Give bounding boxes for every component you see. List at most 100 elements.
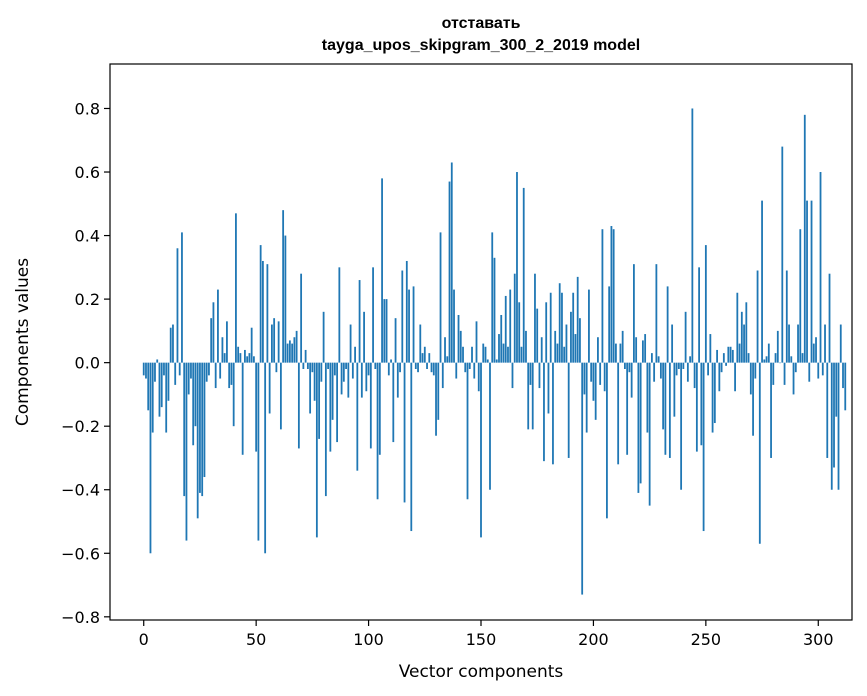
bar [401,270,404,363]
bar [666,286,669,363]
bar [801,353,804,363]
bar [277,321,280,363]
bar [457,314,460,363]
bar [235,213,237,363]
bar-series [142,108,847,595]
bar [421,353,424,363]
bar [673,362,676,417]
bar [158,362,161,417]
bar [522,187,525,363]
bar [295,330,298,363]
bar [646,362,649,433]
bar [606,362,608,519]
bar [367,362,370,376]
bar [331,362,334,420]
bar [612,229,615,363]
bar [644,334,647,363]
bar [356,362,359,471]
bar [360,362,363,398]
bar [266,264,269,363]
bar [633,264,635,363]
bar [340,362,343,395]
bar [599,362,602,385]
bar [790,356,793,363]
bar [691,108,694,363]
bar [419,324,422,363]
bar [408,289,410,363]
bar [300,273,303,363]
bar [255,362,258,452]
bar [363,311,365,363]
bar [264,362,267,554]
bar [754,362,757,379]
bar [718,362,721,392]
bar [842,362,844,389]
bar [702,362,705,532]
bar [376,362,379,500]
bar [817,362,820,379]
bar [268,362,271,414]
bar [752,362,754,436]
bar [219,362,222,379]
bar [617,362,620,465]
bar [610,226,613,363]
bar [403,362,406,503]
bar [410,362,413,532]
bar [716,349,718,363]
x-tick-label: 50 [246,630,266,649]
bar [740,311,743,363]
bar [178,362,181,376]
bar [212,302,215,363]
x-tick-label: 250 [691,630,722,649]
bar [828,273,831,363]
bar [626,362,629,455]
x-tick-label: 0 [139,630,149,649]
bar [468,362,471,369]
bar [338,267,341,363]
bar [396,362,399,398]
bar [684,311,687,363]
bar [194,362,197,427]
bar [657,356,660,363]
bar [351,362,354,379]
bar [435,362,437,436]
bar [284,235,287,363]
bar [819,172,822,363]
bar [812,343,815,363]
bar [743,324,745,363]
bar [489,362,491,490]
bar [304,349,307,363]
bar [806,200,808,363]
bar [839,324,842,363]
chart-title-line-1: отставать [442,15,521,32]
chart-title-line-2: tayga_upos_skipgram_300_2_2019 model [322,37,640,54]
bar [516,172,518,363]
bar [358,280,361,363]
bar [230,362,233,385]
bar [558,283,561,363]
bar [439,232,442,363]
bar [543,362,545,462]
bar [192,362,195,446]
y-tick-label: 0.8 [75,99,100,118]
bar [810,200,813,363]
bar [686,362,689,382]
bar [471,346,473,363]
bar [513,273,516,363]
bar [484,346,487,363]
bar [253,356,255,363]
bar [659,362,662,379]
y-tick-label: −0.8 [61,608,100,627]
bar [603,362,606,392]
bar [590,362,593,382]
bar [273,318,276,363]
bar [689,356,692,363]
bar [761,200,763,363]
bar [500,314,503,363]
bar [309,362,312,414]
bar [381,178,383,363]
bar [619,343,622,363]
x-tick-label: 200 [578,630,609,649]
bar [498,334,500,363]
bar [794,362,797,373]
